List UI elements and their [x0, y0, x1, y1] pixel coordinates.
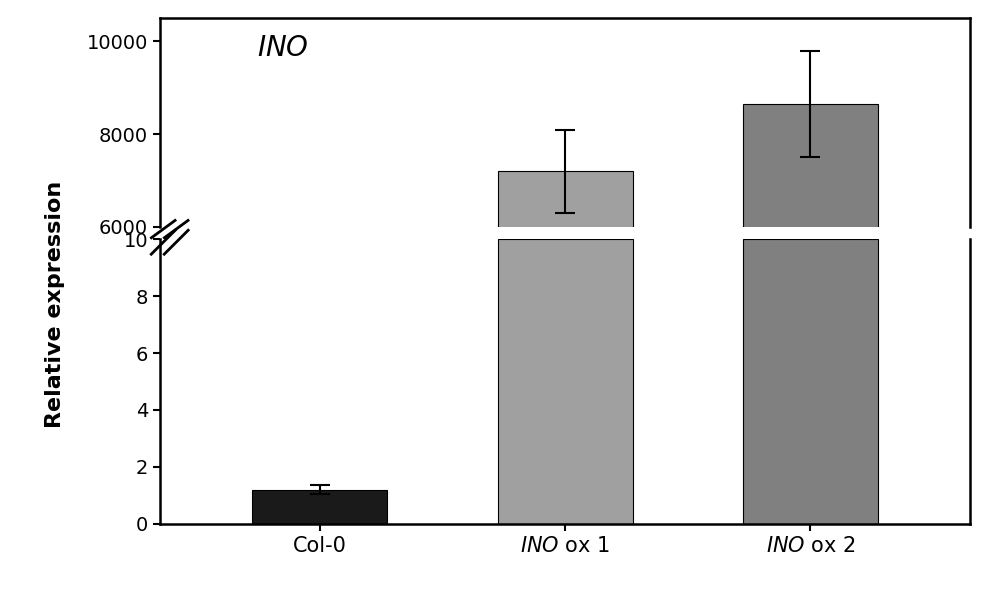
Text: $\it{INO}$: $\it{INO}$ — [257, 35, 309, 62]
Bar — [252, 490, 387, 524]
Text: Relative expression: Relative expression — [45, 181, 65, 428]
Bar — [498, 239, 633, 524]
Bar — [498, 171, 633, 505]
Bar — [743, 239, 878, 524]
Bar — [743, 104, 878, 505]
